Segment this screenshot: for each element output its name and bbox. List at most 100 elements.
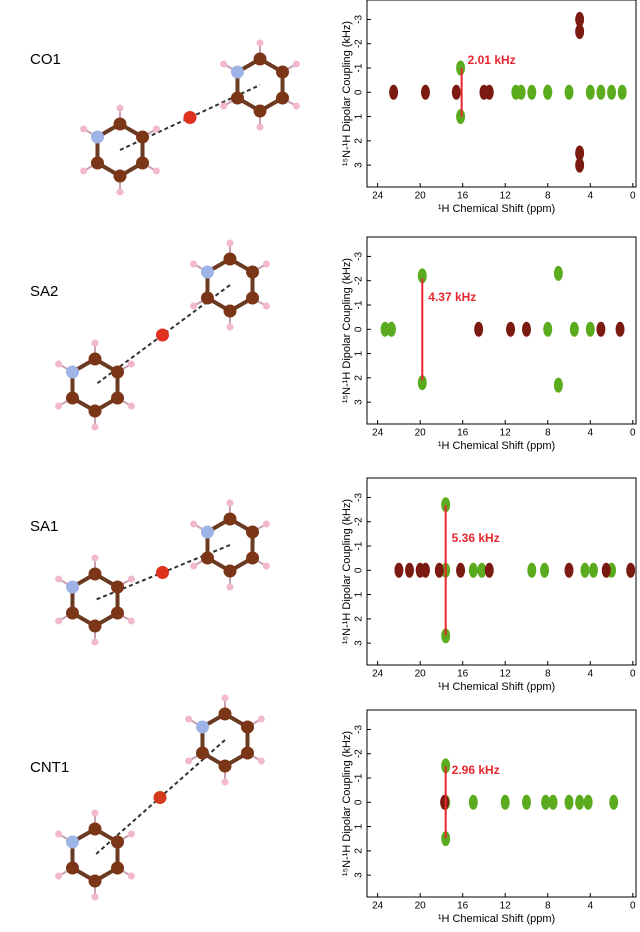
atom <box>65 580 79 594</box>
atom <box>65 835 79 849</box>
plot-frame <box>366 236 637 425</box>
hydrogen <box>257 715 265 723</box>
peak <box>585 321 595 337</box>
hydrogen <box>55 402 63 410</box>
y-tick-label: 2 <box>354 138 365 144</box>
peak <box>588 562 598 578</box>
hydrogen <box>292 60 300 68</box>
peak <box>607 84 617 100</box>
peak <box>484 562 494 578</box>
hydrogen <box>55 360 63 368</box>
y-tick-label: 3 <box>354 872 365 878</box>
peak <box>440 794 450 810</box>
x-tick-label: 4 <box>587 669 593 680</box>
hydrogen <box>226 239 234 247</box>
peak <box>543 84 553 100</box>
hydrogen <box>127 575 135 583</box>
y-tick-label: 1 <box>354 113 365 119</box>
atom <box>253 104 267 118</box>
peak <box>484 84 494 100</box>
y-tick-label: 0 <box>354 567 365 573</box>
hydrogen <box>262 520 270 528</box>
y-tick-label: -1 <box>354 63 365 72</box>
atom <box>88 619 102 633</box>
peak <box>405 562 415 578</box>
peak <box>394 562 404 578</box>
peak <box>615 321 625 337</box>
atom <box>218 759 232 773</box>
hydrogen <box>116 188 124 196</box>
oxygen <box>183 111 197 124</box>
y-axis-label: ¹⁵N-¹H Dipolar Coupling (kHz) <box>341 258 353 403</box>
coupling-label: 5.36 kHz <box>452 531 500 545</box>
hydrogen <box>256 123 264 131</box>
peak <box>420 84 430 100</box>
peak <box>389 84 399 100</box>
peak <box>583 794 593 810</box>
atom <box>200 265 214 279</box>
hydrogen <box>91 339 99 347</box>
peak <box>575 24 585 40</box>
hydrogen <box>91 554 99 562</box>
hydrogen <box>55 575 63 583</box>
hydrogen <box>262 562 270 570</box>
peak <box>564 794 574 810</box>
peak <box>451 84 461 100</box>
hydrogen <box>127 360 135 368</box>
x-tick-label: 16 <box>457 428 469 439</box>
y-tick-label: 3 <box>354 640 365 646</box>
atom <box>276 91 290 105</box>
compound-label: CNT1 <box>30 759 69 776</box>
x-tick-label: 24 <box>372 191 384 202</box>
y-tick-label: 3 <box>354 399 365 405</box>
atom <box>90 156 104 170</box>
atom <box>111 835 125 849</box>
atom <box>65 391 79 405</box>
hydrogen <box>257 757 265 765</box>
atom <box>200 291 214 305</box>
hydrogen <box>190 260 198 268</box>
x-tick-label: 0 <box>630 669 636 680</box>
y-axis-label: ¹⁵N-¹H Dipolar Coupling (kHz) <box>341 731 353 876</box>
atom <box>246 265 260 279</box>
peak <box>575 157 585 173</box>
x-axis-label: ¹H Chemical Shift (ppm) <box>438 681 555 693</box>
x-axis-label: ¹H Chemical Shift (ppm) <box>438 203 555 215</box>
peak <box>575 794 585 810</box>
atom <box>223 512 237 526</box>
peak <box>564 84 574 100</box>
x-tick-label: 24 <box>372 901 384 912</box>
atom <box>65 861 79 875</box>
x-tick-label: 0 <box>630 428 636 439</box>
peak <box>477 562 487 578</box>
y-tick-label: -2 <box>354 276 365 285</box>
y-tick-label: 2 <box>354 375 365 381</box>
y-tick-label: 0 <box>354 799 365 805</box>
hydrogen <box>116 104 124 112</box>
peak <box>601 562 611 578</box>
peak <box>626 562 636 578</box>
y-tick-label: -1 <box>354 773 365 782</box>
atom <box>223 564 237 578</box>
hydrogen <box>221 778 229 786</box>
x-tick-label: 16 <box>457 191 469 202</box>
atom <box>113 169 127 183</box>
x-tick-label: 0 <box>630 901 636 912</box>
y-tick-label: 2 <box>354 848 365 854</box>
peak <box>468 562 478 578</box>
y-tick-label: -3 <box>354 725 365 734</box>
hydrogen <box>220 102 228 110</box>
x-tick-label: 12 <box>500 901 512 912</box>
peak <box>580 562 590 578</box>
x-tick-label: 12 <box>500 669 512 680</box>
peak <box>456 109 466 125</box>
x-tick-label: 20 <box>415 669 427 680</box>
y-axis-label: ¹⁵N-¹H Dipolar Coupling (kHz) <box>341 21 353 166</box>
peak <box>521 794 531 810</box>
coupling-label: 4.37 kHz <box>428 290 476 304</box>
hydrogen <box>152 167 160 175</box>
atom <box>111 606 125 620</box>
